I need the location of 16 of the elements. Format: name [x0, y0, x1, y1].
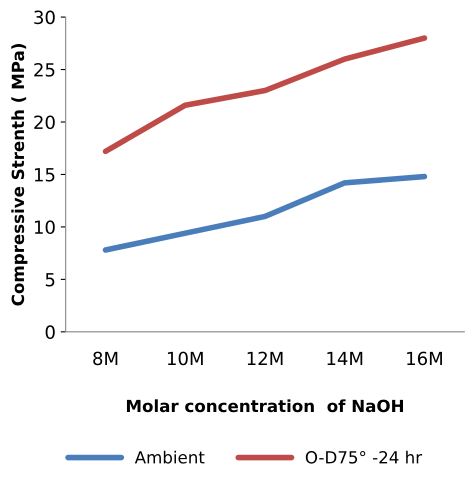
- y-tick-label: 5: [46, 273, 54, 286]
- x-tick-label: 16M: [407, 352, 442, 366]
- x-axis-title: Molar concentration of NaOH: [126, 399, 404, 412]
- x-tick-label: 14M: [327, 352, 362, 366]
- y-tick-label: 15: [34, 168, 54, 182]
- legend-label: Ambient: [134, 450, 204, 464]
- y-tick-label: 10: [34, 220, 55, 234]
- x-tick-label: 12M: [248, 352, 282, 366]
- y-tick-label: 0: [46, 325, 55, 339]
- y-axis-title: Compressive Strenth ( MPa): [11, 44, 28, 306]
- y-tick-label: 20: [34, 115, 55, 130]
- y-tick-label: 25: [34, 63, 54, 77]
- x-tick-label: 10M: [168, 352, 203, 366]
- y-tick-label: 30: [34, 10, 55, 24]
- legend-label: O-D75° -24 hr: [306, 450, 422, 464]
- x-tick-label: 8M: [93, 352, 118, 366]
